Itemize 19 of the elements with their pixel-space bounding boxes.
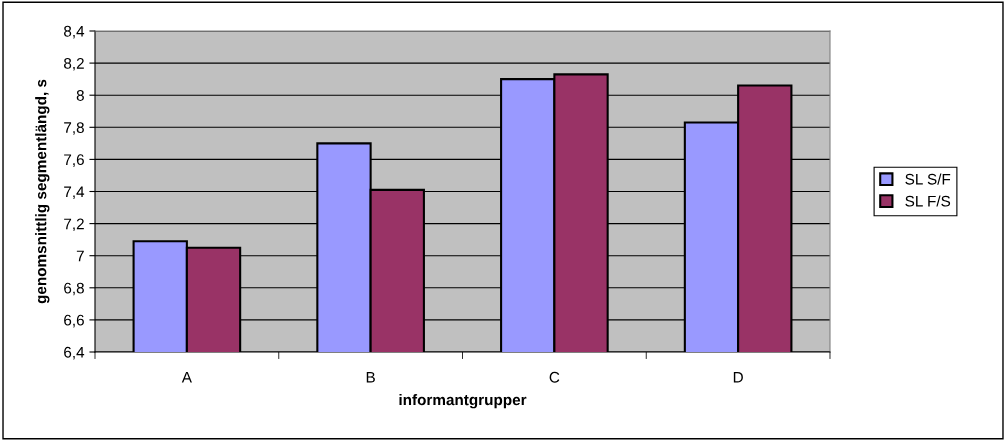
legend-label: SL F/S — [905, 195, 951, 207]
y-tick-label: 6,6 — [64, 314, 84, 328]
y-tick-label: 7,8 — [64, 122, 84, 135]
x-tick-label: A — [181, 372, 192, 383]
y-tick-label: 8,2 — [64, 57, 84, 71]
y-tick-label: 7,6 — [64, 154, 84, 167]
y-tick-label: 7,2 — [64, 218, 84, 232]
x-tick-label: D — [733, 372, 743, 383]
y-tick-label: 8 — [76, 90, 84, 101]
y-tick-label: 7,4 — [64, 186, 85, 199]
x-tick-label: C — [549, 371, 560, 383]
y-tick-label: 6,4 — [64, 346, 85, 360]
x-tick-label: B — [366, 372, 375, 383]
y-tick-label: 7 — [76, 250, 84, 262]
x-axis-title: informantgrupper — [399, 394, 527, 409]
legend-label: SL S/F — [905, 173, 951, 185]
y-axis-title: genomsnittlig segmentlängd, s — [35, 79, 50, 304]
y-tick-label: 6,8 — [64, 282, 84, 296]
y-tick-label: 8,4 — [64, 25, 85, 39]
